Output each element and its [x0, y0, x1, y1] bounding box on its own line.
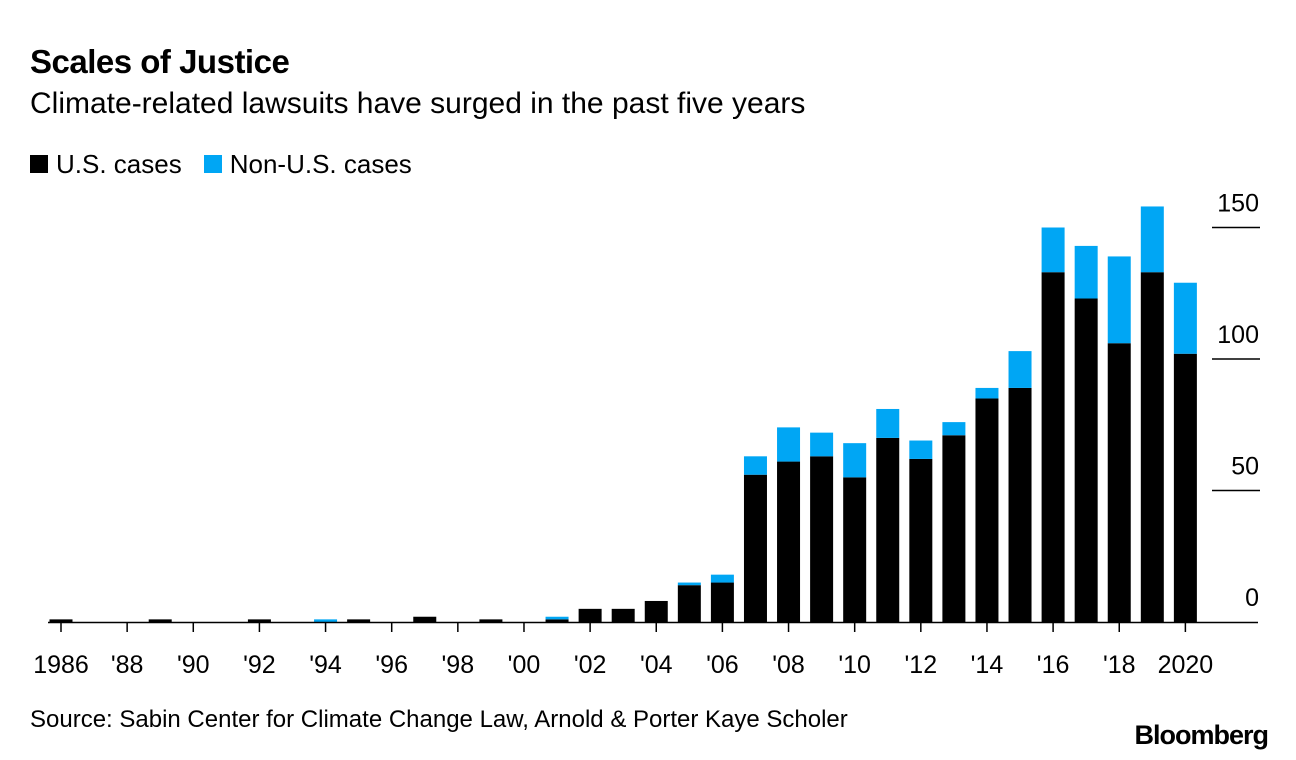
- bar-non-us-2019: [1140, 206, 1164, 273]
- bar-us-2004: [644, 600, 668, 622]
- bar-non-us-2001: [545, 616, 569, 620]
- legend: U.S. cases Non-U.S. cases: [30, 148, 434, 180]
- bar-non-us-2008: [777, 427, 801, 462]
- x-tick-label-1996: '96: [375, 651, 408, 679]
- bar-us-2003: [611, 608, 635, 622]
- bar-non-us-2017: [1074, 245, 1098, 299]
- bar-us-1986: [49, 619, 73, 622]
- bar-non-us-2010: [843, 443, 867, 478]
- bar-us-2002: [578, 608, 602, 622]
- x-tick-label-1990: '90: [177, 651, 210, 679]
- bar-us-1992: [247, 619, 271, 622]
- x-tick-label-2004: '04: [640, 651, 673, 679]
- bar-us-2008: [777, 461, 801, 622]
- stacked-bar-chart: 0 50 100 150 1986 '88 '90 '92 '94 '96 '98 '00 '02 '04…: [33, 190, 1260, 679]
- y-tick-label-150: 150: [1217, 190, 1259, 218]
- x-tick-label-2018: '18: [1103, 651, 1136, 679]
- bar-non-us-2018: [1107, 256, 1131, 344]
- y-tick-label-0: 0: [1245, 584, 1259, 612]
- bar-us-2016: [1041, 272, 1065, 622]
- bar-us-2012: [909, 458, 933, 622]
- chart-subtitle: Climate-related lawsuits have surged in …: [30, 87, 806, 120]
- x-tick-label-1994: '94: [309, 651, 342, 679]
- x-tick-label-1992: '92: [243, 651, 276, 679]
- bar-non-us-1994: [314, 619, 338, 622]
- bar-us-2013: [942, 435, 966, 622]
- x-tick-label-1986: 1986: [33, 651, 89, 679]
- bar-us-1989: [148, 619, 172, 622]
- bar-non-us-2014: [975, 387, 999, 399]
- bar-us-2010: [843, 477, 867, 622]
- bar-us-2015: [1008, 387, 1032, 622]
- legend-swatch-us: [30, 155, 48, 173]
- x-tick-label-2010: '10: [838, 651, 871, 679]
- source-note: Source: Sabin Center for Climate Change …: [30, 706, 848, 733]
- x-tick-label-2020: 2020: [1158, 651, 1214, 679]
- bar-us-2009: [810, 456, 834, 622]
- x-tick-label-2014: '14: [971, 651, 1004, 679]
- y-tick-label-100: 100: [1217, 321, 1259, 349]
- x-tick-label-2016: '16: [1037, 651, 1070, 679]
- bar-us-2019: [1140, 272, 1164, 622]
- bar-non-us-2013: [942, 422, 966, 436]
- bar-non-us-2006: [710, 574, 734, 583]
- bar-us-2005: [677, 585, 701, 622]
- chart-title: Scales of Justice: [30, 43, 290, 80]
- bar-us-2017: [1074, 298, 1098, 622]
- bar-us-2020: [1173, 353, 1197, 622]
- bar-non-us-2005: [677, 582, 701, 586]
- x-tick-label-2012: '12: [905, 651, 938, 679]
- bar-us-1999: [479, 619, 503, 622]
- bar-us-2011: [876, 437, 900, 622]
- bar-us-1997: [413, 616, 437, 622]
- legend-label-us: U.S. cases: [56, 148, 182, 179]
- bar-non-us-2007: [743, 456, 767, 475]
- legend-item-us: U.S. cases: [30, 149, 182, 180]
- x-tick-label-2002: '02: [574, 651, 607, 679]
- x-tick-label-1998: '98: [442, 651, 475, 679]
- bar-us-2001: [545, 619, 569, 622]
- x-tick-label-1988: '88: [111, 651, 144, 679]
- bar-non-us-2015: [1008, 351, 1032, 388]
- bar-us-2006: [710, 582, 734, 622]
- bar-us-2014: [975, 398, 999, 622]
- bar-non-us-2016: [1041, 227, 1065, 273]
- bar-us-2007: [743, 474, 767, 622]
- legend-swatch-non-us: [203, 155, 222, 173]
- x-tick-label-2006: '06: [706, 651, 739, 679]
- bar-non-us-2009: [810, 432, 834, 457]
- bar-non-us-2011: [876, 408, 900, 438]
- x-tick-label-2000: '00: [508, 651, 541, 679]
- legend-label-non-us: Non-U.S. cases: [229, 148, 412, 179]
- y-tick-label-50: 50: [1231, 453, 1259, 481]
- bar-non-us-2012: [909, 440, 933, 459]
- x-tick-label-2008: '08: [772, 651, 805, 679]
- bloomberg-logo: Bloomberg: [1134, 720, 1269, 750]
- bar-us-1995: [347, 619, 371, 622]
- bar-non-us-2020: [1173, 282, 1197, 354]
- legend-item-non-us: Non-U.S. cases: [203, 148, 412, 180]
- bar-us-2018: [1107, 343, 1131, 622]
